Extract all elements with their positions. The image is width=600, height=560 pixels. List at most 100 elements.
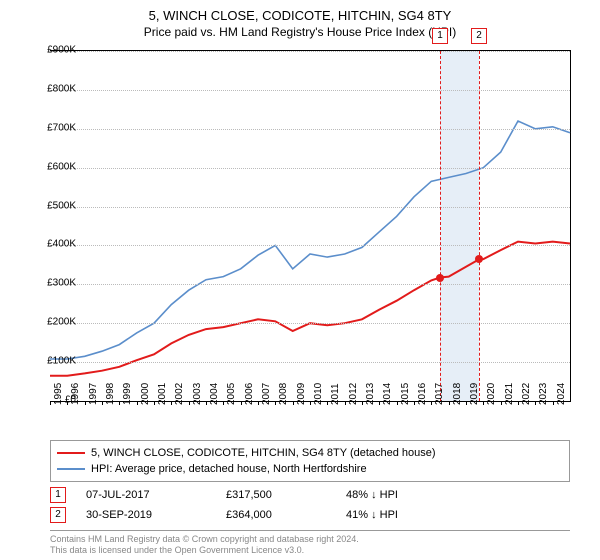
x-tick bbox=[310, 401, 311, 405]
x-tick-label: 2019 bbox=[469, 383, 480, 405]
x-tick-label: 2001 bbox=[157, 383, 168, 405]
gridline bbox=[50, 245, 570, 246]
x-tick-label: 2016 bbox=[417, 383, 428, 405]
x-tick-label: 2018 bbox=[452, 383, 463, 405]
x-tick-label: 2017 bbox=[434, 383, 445, 405]
sale-row-price: £364,000 bbox=[226, 509, 346, 521]
sale-row-price: £317,500 bbox=[226, 489, 346, 501]
x-tick bbox=[206, 401, 207, 405]
sale-vline bbox=[479, 51, 480, 401]
x-tick-label: 2023 bbox=[538, 383, 549, 405]
x-tick-label: 2005 bbox=[226, 383, 237, 405]
x-tick bbox=[362, 401, 363, 405]
y-tick-label: £900K bbox=[32, 45, 76, 56]
sale-row-marker: 2 bbox=[50, 507, 66, 523]
legend-label: 5, WINCH CLOSE, CODICOTE, HITCHIN, SG4 8… bbox=[91, 447, 436, 459]
x-tick-label: 2008 bbox=[278, 383, 289, 405]
x-tick-label: 2024 bbox=[556, 383, 567, 405]
legend-swatch bbox=[57, 468, 85, 470]
sale-row-marker: 1 bbox=[50, 487, 66, 503]
x-tick-label: 2004 bbox=[209, 383, 220, 405]
y-tick-label: £100K bbox=[32, 356, 76, 367]
x-tick-label: 2012 bbox=[348, 383, 359, 405]
sale-vline bbox=[440, 51, 441, 401]
x-tick bbox=[119, 401, 120, 405]
x-tick bbox=[553, 401, 554, 405]
x-tick bbox=[223, 401, 224, 405]
sale-table-row: 1 07-JUL-2017£317,50048% ↓ HPI bbox=[50, 486, 570, 504]
plot-area: 1995199619971998199920002001200220032004… bbox=[50, 50, 571, 402]
legend-label: HPI: Average price, detached house, Nort… bbox=[91, 463, 367, 475]
chart-container: 5, WINCH CLOSE, CODICOTE, HITCHIN, SG4 8… bbox=[0, 0, 600, 560]
x-tick-label: 2013 bbox=[365, 383, 376, 405]
x-tick bbox=[293, 401, 294, 405]
x-tick bbox=[171, 401, 172, 405]
x-tick bbox=[414, 401, 415, 405]
x-tick bbox=[258, 401, 259, 405]
footer-attribution: Contains HM Land Registry data © Crown c… bbox=[50, 530, 570, 556]
x-tick-label: 1998 bbox=[105, 383, 116, 405]
gridline bbox=[50, 323, 570, 324]
x-tick bbox=[449, 401, 450, 405]
x-tick bbox=[241, 401, 242, 405]
x-tick bbox=[154, 401, 155, 405]
sale-row-pct: 48% ↓ HPI bbox=[346, 489, 466, 501]
x-tick bbox=[137, 401, 138, 405]
sale-dot bbox=[475, 255, 483, 263]
gridline bbox=[50, 51, 570, 52]
x-tick bbox=[275, 401, 276, 405]
x-tick-label: 2015 bbox=[400, 383, 411, 405]
line-series-svg bbox=[50, 51, 570, 401]
legend-row: HPI: Average price, detached house, Nort… bbox=[57, 461, 563, 477]
x-tick-label: 2002 bbox=[174, 383, 185, 405]
chart-title: 5, WINCH CLOSE, CODICOTE, HITCHIN, SG4 8… bbox=[0, 0, 600, 23]
sale-dot bbox=[436, 274, 444, 282]
x-tick-label: 1997 bbox=[88, 383, 99, 405]
gridline bbox=[50, 129, 570, 130]
chart-subtitle: Price paid vs. HM Land Registry's House … bbox=[0, 23, 600, 39]
y-tick-label: £800K bbox=[32, 83, 76, 94]
y-tick-label: £400K bbox=[32, 239, 76, 250]
y-tick-label: £0 bbox=[32, 395, 76, 406]
x-tick-label: 2020 bbox=[486, 383, 497, 405]
legend: 5, WINCH CLOSE, CODICOTE, HITCHIN, SG4 8… bbox=[50, 440, 570, 482]
legend-row: 5, WINCH CLOSE, CODICOTE, HITCHIN, SG4 8… bbox=[57, 445, 563, 461]
sale-row-pct: 41% ↓ HPI bbox=[346, 509, 466, 521]
x-tick bbox=[189, 401, 190, 405]
footer-line1: Contains HM Land Registry data © Crown c… bbox=[50, 534, 570, 545]
x-tick-label: 2003 bbox=[192, 383, 203, 405]
x-tick bbox=[345, 401, 346, 405]
sale-row-date: 07-JUL-2017 bbox=[86, 489, 226, 501]
x-tick bbox=[431, 401, 432, 405]
x-tick bbox=[535, 401, 536, 405]
sale-row-date: 30-SEP-2019 bbox=[86, 509, 226, 521]
x-tick-label: 2021 bbox=[504, 383, 515, 405]
x-tick bbox=[518, 401, 519, 405]
x-tick-label: 2006 bbox=[244, 383, 255, 405]
gridline bbox=[50, 362, 570, 363]
gridline bbox=[50, 90, 570, 91]
x-tick bbox=[327, 401, 328, 405]
x-tick bbox=[379, 401, 380, 405]
x-tick bbox=[483, 401, 484, 405]
sale-marker-box: 2 bbox=[471, 28, 487, 44]
x-tick-label: 2022 bbox=[521, 383, 532, 405]
gridline bbox=[50, 207, 570, 208]
x-tick-label: 2007 bbox=[261, 383, 272, 405]
sale-table-row: 2 30-SEP-2019£364,00041% ↓ HPI bbox=[50, 506, 570, 524]
x-tick-label: 2011 bbox=[330, 383, 341, 405]
legend-swatch bbox=[57, 452, 85, 454]
x-tick bbox=[85, 401, 86, 405]
footer-line2: This data is licensed under the Open Gov… bbox=[50, 545, 570, 556]
series-property bbox=[50, 242, 570, 376]
x-tick-label: 2009 bbox=[296, 383, 307, 405]
x-tick-label: 2014 bbox=[382, 383, 393, 405]
x-tick bbox=[466, 401, 467, 405]
y-tick-label: £500K bbox=[32, 200, 76, 211]
x-tick-label: 2010 bbox=[313, 383, 324, 405]
x-tick bbox=[501, 401, 502, 405]
sale-marker-box: 1 bbox=[432, 28, 448, 44]
x-tick bbox=[397, 401, 398, 405]
gridline bbox=[50, 284, 570, 285]
y-tick-label: £700K bbox=[32, 122, 76, 133]
